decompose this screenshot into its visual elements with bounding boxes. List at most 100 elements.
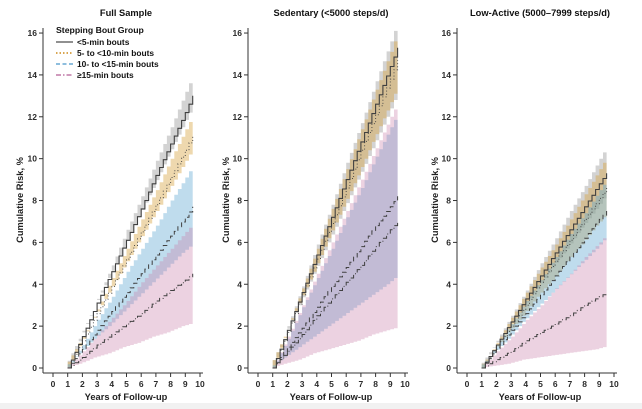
ci-band-ge15 [272, 102, 398, 368]
y-tick-label: 16 [442, 28, 452, 38]
y-tick-label: 6 [32, 237, 37, 247]
x-axis-label-panel-3: Years of Follow-up [498, 392, 582, 402]
legend-label: <5-min bouts [77, 36, 130, 47]
y-axis-label-panel-3: Cumulative Risk, % [430, 157, 440, 243]
risk-line-lt5 [67, 95, 194, 369]
x-tick-label: 10 [400, 379, 410, 389]
y-tick-label: 10 [28, 154, 38, 164]
y-tick-label: 4 [237, 279, 242, 289]
legend-item-5to10: 5- to <10-min bouts [56, 47, 159, 58]
x-tick-label: 0 [465, 379, 470, 389]
risk-line-b5to10 [272, 60, 399, 369]
ci-band-ge15 [67, 223, 193, 368]
y-tick-label: 16 [28, 28, 38, 38]
legend-item-10to15: 10- to <15-min bouts [56, 58, 159, 69]
x-tick-label: 7 [154, 379, 159, 389]
y-tick-label: 14 [28, 70, 38, 80]
legend-item-lt5: <5-min bouts [56, 36, 159, 47]
x-tick-label: 8 [373, 379, 378, 389]
panel-title-sedentary: Sedentary (<5000 steps/d) [273, 8, 389, 18]
x-tick-label: 7 [568, 379, 573, 389]
x-tick-label: 3 [95, 379, 100, 389]
y-tick-label: 4 [32, 279, 37, 289]
y-tick-label: 2 [446, 321, 451, 331]
ci-band-b5to10 [67, 114, 193, 368]
x-tick-label: 5 [124, 379, 129, 389]
x-tick-label: 5 [329, 379, 334, 389]
x-tick-label: 9 [597, 379, 602, 389]
x-tick-label: 3 [509, 379, 514, 389]
x-tick-label: 3 [300, 379, 305, 389]
y-tick-label: 0 [32, 363, 37, 373]
x-tick-label: 5 [538, 379, 543, 389]
legend-label: 5- to <10-min bouts [77, 47, 155, 58]
risk-line-ge15 [272, 221, 399, 369]
x-tick-label: 1 [65, 379, 70, 389]
plot-area [481, 146, 608, 369]
x-tick-label: 1 [479, 379, 484, 389]
risk-line-b10to15 [481, 211, 608, 369]
risk-line-b10to15 [272, 196, 399, 369]
panel-title-low-active: Low-Active (5000–7999 steps/d) [469, 8, 611, 18]
y-tick-label: 16 [233, 28, 243, 38]
ci-band-ge15 [481, 234, 607, 368]
panel-title-full-sample: Full Sample [99, 8, 153, 18]
y-tick-label: 6 [446, 237, 451, 247]
y-tick-label: 12 [442, 112, 452, 122]
x-tick-label: 0 [51, 379, 56, 389]
y-tick-label: 14 [442, 70, 452, 80]
legend-label: ≥15-min bouts [77, 69, 134, 80]
x-tick-label: 0 [256, 379, 261, 389]
y-tick-label: 0 [446, 363, 451, 373]
y-tick-label: 0 [237, 363, 242, 373]
x-tick-label: 6 [553, 379, 558, 389]
legend-swatch-solid-line-icon [56, 40, 73, 43]
risk-line-b10to15 [67, 206, 194, 369]
x-tick-label: 4 [109, 379, 114, 389]
risk-line-b5to10 [481, 188, 608, 369]
x-tick-label: 7 [359, 379, 364, 389]
x-tick-label: 10 [195, 379, 205, 389]
y-tick-label: 2 [32, 321, 37, 331]
x-tick-label: 2 [494, 379, 499, 389]
risk-line-b5to10 [67, 135, 194, 369]
legend-swatch-dashed-line-icon [56, 62, 73, 65]
y-tick-label: 12 [28, 112, 38, 122]
y-tick-label: 8 [32, 196, 37, 206]
x-tick-label: 10 [609, 379, 619, 389]
y-axis-label-panel-2: Cumulative Risk, % [221, 157, 231, 243]
x-tick-label: 9 [388, 379, 393, 389]
legend-swatch-dotted-line-icon [56, 51, 73, 54]
y-tick-label: 14 [233, 70, 243, 80]
page-bottom-margin [0, 403, 642, 409]
y-axis-label-panel-1: Cumulative Risk, % [15, 157, 25, 243]
x-tick-label: 4 [314, 379, 319, 389]
y-tick-label: 6 [237, 237, 242, 247]
legend-label: 10- to <15-min bouts [77, 58, 159, 69]
ci-band-b10to15 [272, 112, 398, 368]
plot-area [272, 20, 399, 369]
x-tick-label: 1 [270, 379, 275, 389]
ci-band-b10to15 [67, 164, 193, 368]
legend: Stepping Bout Group <5-min bouts 5- to <… [56, 25, 159, 80]
plot-area [67, 74, 194, 369]
y-tick-label: 12 [233, 112, 243, 122]
x-tick-label: 6 [344, 379, 349, 389]
x-tick-label: 4 [523, 379, 528, 389]
x-tick-label: 2 [80, 379, 85, 389]
x-tick-label: 2 [285, 379, 290, 389]
risk-line-ge15 [67, 273, 194, 369]
y-tick-label: 2 [237, 321, 242, 331]
risk-line-lt5 [272, 47, 399, 369]
y-tick-label: 8 [237, 196, 242, 206]
y-tick-label: 4 [446, 279, 451, 289]
risk-line-lt5 [481, 173, 608, 369]
x-tick-label: 8 [168, 379, 173, 389]
x-tick-label: 9 [183, 379, 188, 389]
y-tick-label: 10 [442, 154, 452, 164]
